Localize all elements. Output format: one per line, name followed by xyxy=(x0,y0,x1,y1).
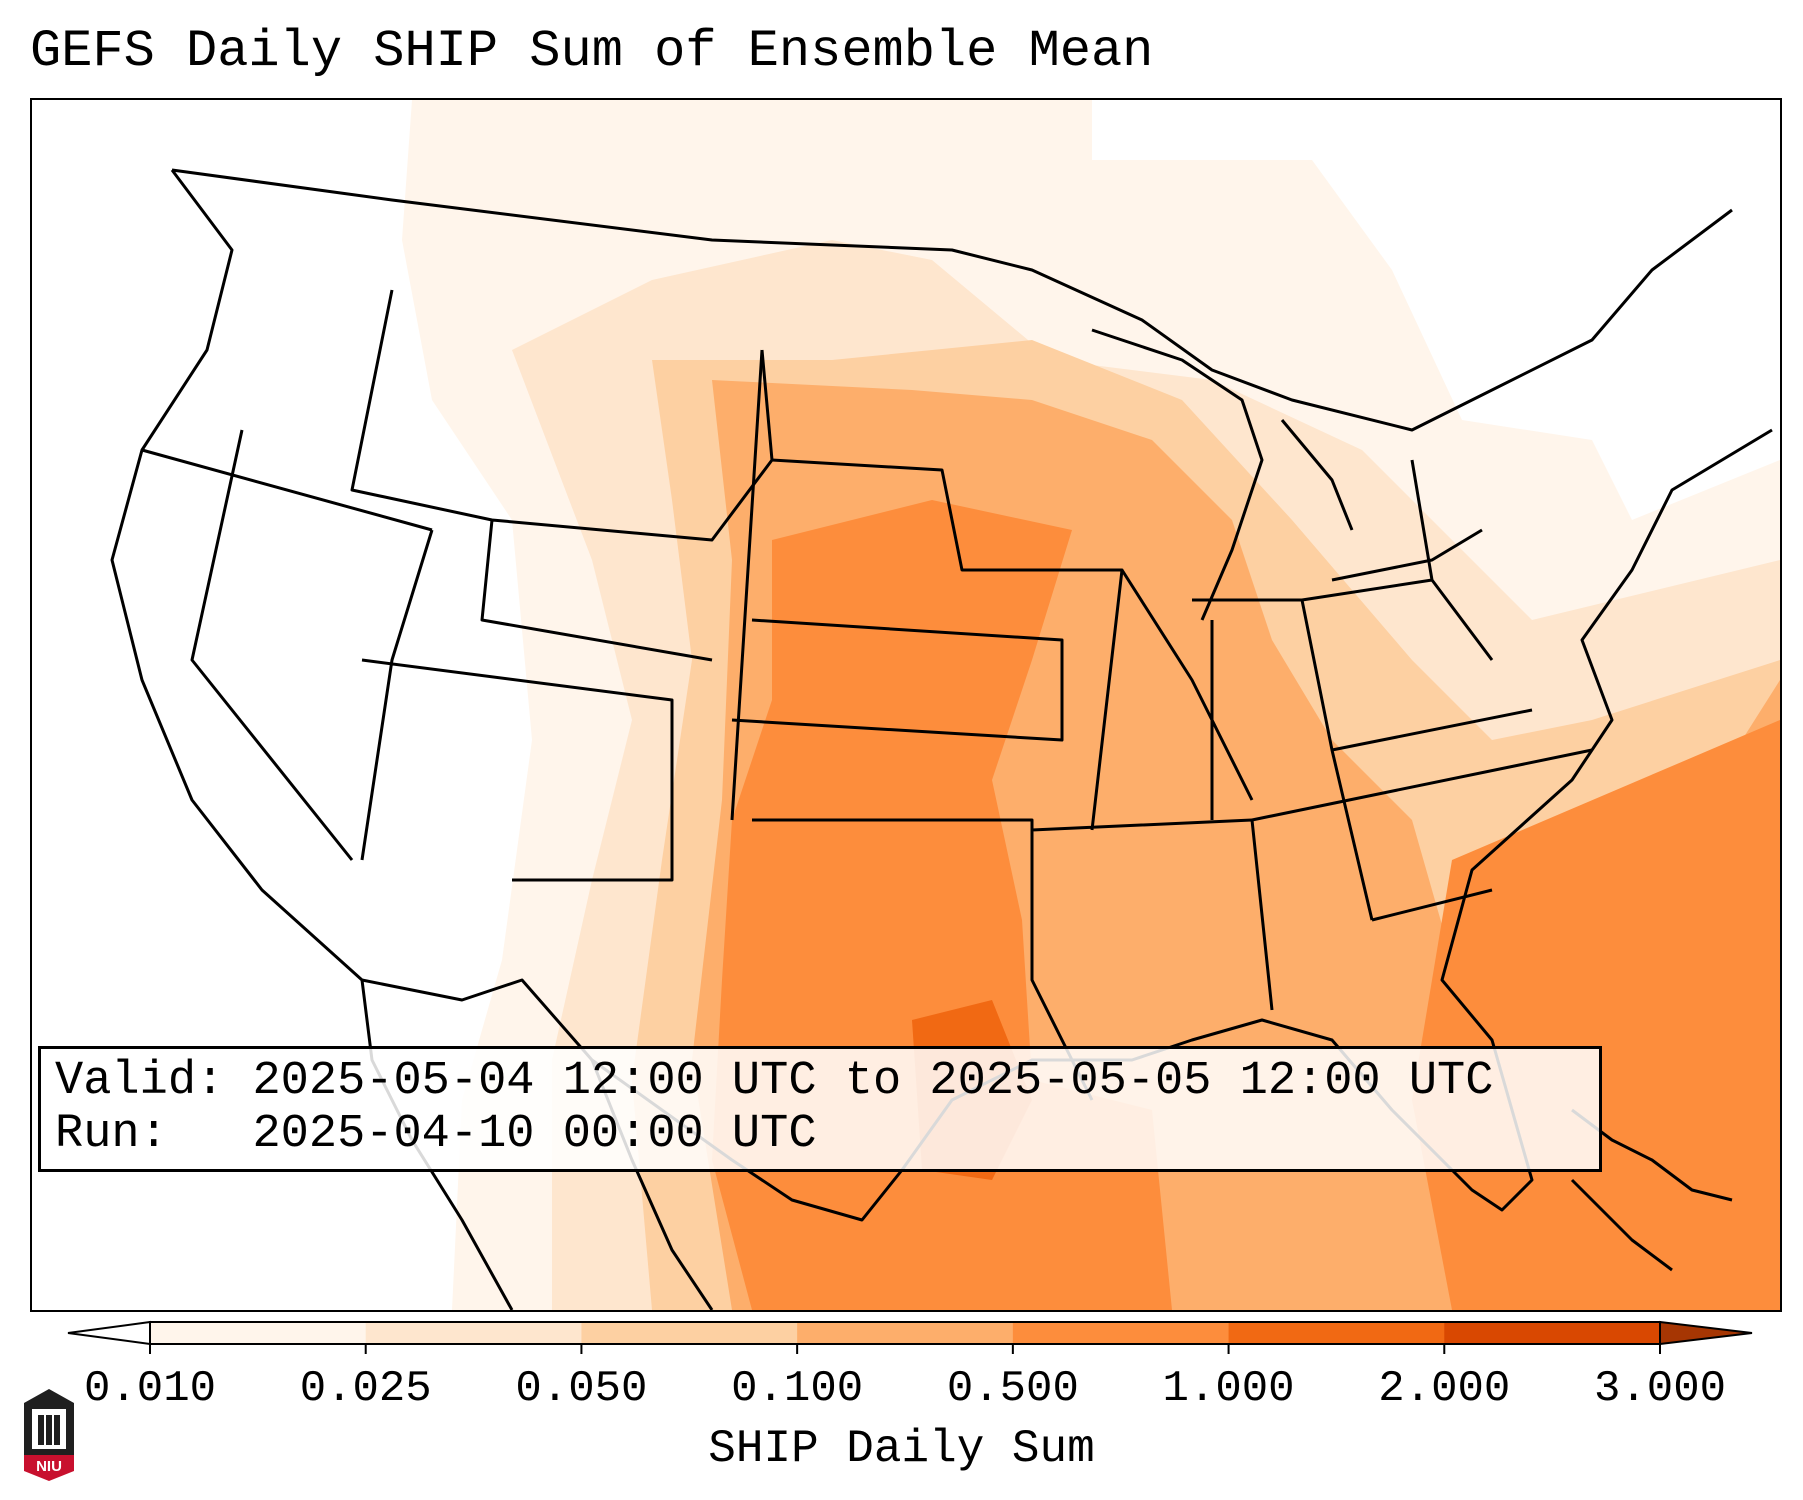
colorbar: 0.010 0.025 0.050 0.100 0.500 1.000 2.000 3.000 xyxy=(67,1320,1753,1414)
colorbar-label: SHIP Daily Sum xyxy=(708,1423,1095,1475)
run-value: 2025-04-10 00:00 UTC xyxy=(252,1108,817,1161)
colorbar-tick-label: 0.050 xyxy=(515,1364,647,1414)
colorbar-extend-low xyxy=(67,1320,151,1346)
colorbar-segment xyxy=(1012,1322,1230,1344)
map-outlines xyxy=(110,168,1773,1310)
colorbar-segment xyxy=(365,1322,582,1344)
great-lakes xyxy=(1091,328,1483,621)
colorbar-segments xyxy=(67,1320,1753,1346)
valid-value: 2025-05-04 12:00 UTC to 2025-05-05 12:00… xyxy=(252,1055,1494,1108)
colorbar-tick-label: 1.000 xyxy=(1163,1364,1295,1414)
colorbar-segment xyxy=(1444,1322,1661,1344)
colorbar-tick-label: 0.025 xyxy=(300,1364,432,1414)
colorbar-segment xyxy=(581,1322,798,1344)
valid-label: Valid: xyxy=(55,1055,225,1108)
colorbar-border xyxy=(149,1321,1661,1345)
niu-logo-text: NIU xyxy=(36,1458,62,1475)
colorbar-extend-high xyxy=(1659,1320,1753,1346)
run-label: Run: xyxy=(55,1108,168,1161)
colorbar-tick-label: 0.010 xyxy=(84,1364,216,1414)
niu-logo: NIU xyxy=(24,1389,74,1481)
page-title: GEFS Daily SHIP Sum of Ensemble Mean xyxy=(30,22,1154,81)
colorbar-segment xyxy=(1228,1322,1445,1344)
colorbar-segment xyxy=(797,1322,1014,1344)
colorbar-segment xyxy=(150,1322,367,1344)
colorbar-tick-label: 2.000 xyxy=(1378,1364,1510,1414)
valid-run-info-box: Valid: 2025-05-04 12:00 UTC to 2025-05-0… xyxy=(38,1046,1602,1172)
colorbar-tick-label: 3.000 xyxy=(1594,1364,1726,1414)
canada-border xyxy=(171,168,1733,432)
colorbar-tick-label: 0.100 xyxy=(731,1364,863,1414)
colorbar-ticks: 0.010 0.025 0.050 0.100 0.500 1.000 2.000 3.000 xyxy=(84,1344,1726,1414)
colorbar-tick-label: 0.500 xyxy=(947,1364,1079,1414)
state-borders-west xyxy=(141,289,774,882)
state-borders-east xyxy=(1210,459,1593,922)
